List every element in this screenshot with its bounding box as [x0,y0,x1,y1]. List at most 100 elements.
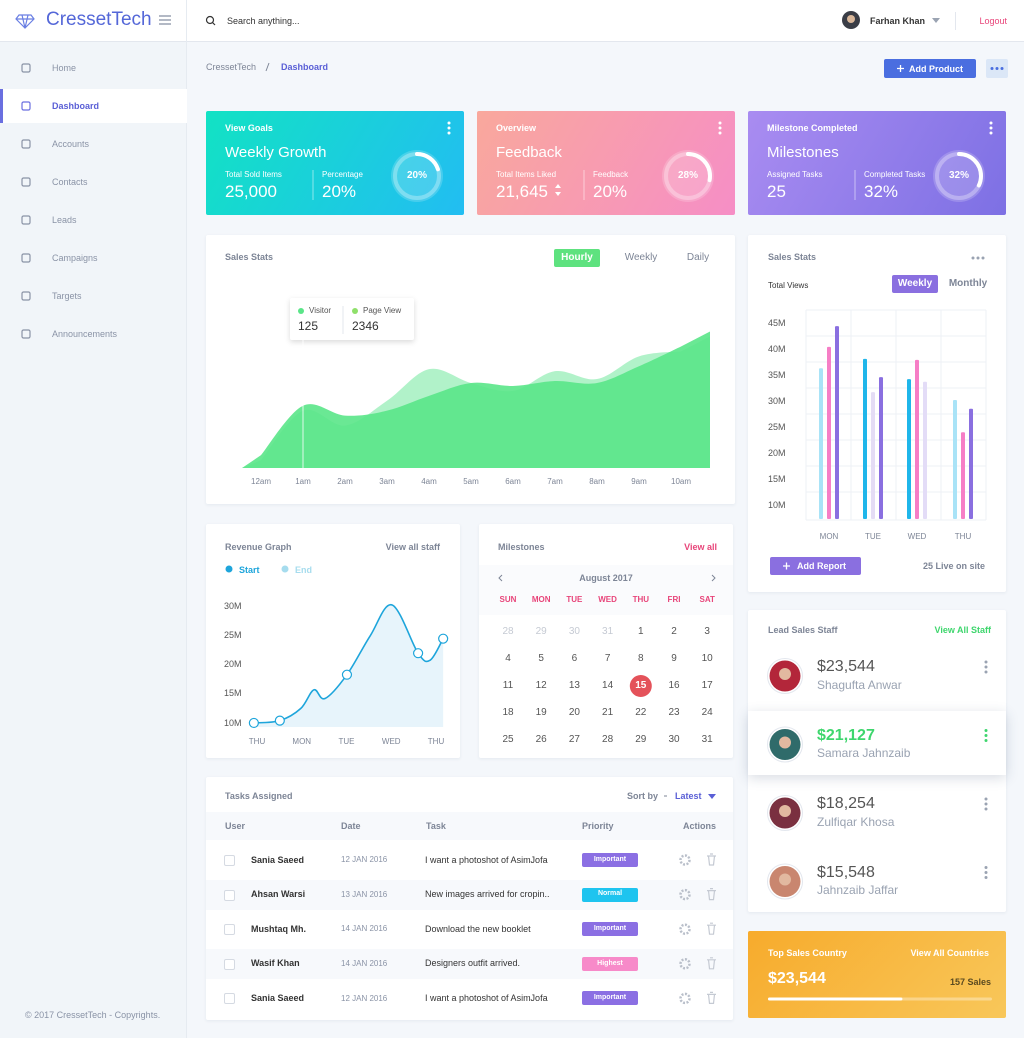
calendar-day[interactable]: 21 [602,707,614,718]
calendar-day[interactable]: 22 [635,707,647,718]
stat-label: Completed Tasks [864,170,926,180]
add-product-button[interactable] [884,59,976,78]
table-row-bg [206,948,733,979]
brand-name: CressetTech [46,8,152,30]
calendar-day[interactable]: 31 [701,734,713,745]
calendar-day[interactable]: 28 [602,734,614,745]
calendar-day[interactable]: 1 [638,626,644,637]
legend-label[interactable]: End [295,564,312,575]
breadcrumb-item[interactable]: CressetTech [206,61,257,72]
calendar-day[interactable]: 5 [538,653,544,664]
nav-item[interactable]: Campaigns [52,252,98,263]
calendar-day[interactable]: 9 [671,653,677,664]
logout-link[interactable]: Logout [979,15,1007,26]
calendar-day[interactable]: 26 [535,734,547,745]
panel-link[interactable]: View All Staff [934,624,991,635]
staff-name[interactable]: Zulfiqar Khosa [817,814,895,829]
calendar-day[interactable]: 25 [502,734,514,745]
priority-badge [582,887,638,902]
panel-link[interactable]: View all [684,541,717,552]
task-date: 12 JAN 2016 [341,993,388,1003]
row-checkbox[interactable] [224,958,235,970]
staff-name[interactable]: Jahnzaib Jaffar [817,883,899,898]
search-input[interactable]: Search anything... [227,15,300,26]
calendar-day[interactable]: 2 [671,626,677,637]
calendar-day[interactable]: 27 [568,734,580,745]
nav-item[interactable]: Home [52,62,77,73]
calendar-day[interactable]: 28 [502,626,514,637]
staff-name[interactable]: Shagufta Anwar [817,677,902,692]
row-checkbox[interactable] [224,889,235,901]
nav-item[interactable]: Announcements [52,328,118,339]
calendar-day[interactable]: 30 [568,626,580,637]
sidebar [0,42,187,1038]
card-label: Overview [496,122,537,133]
panel-link[interactable]: View All Countries [910,947,989,958]
column-header: Priority [582,820,614,831]
nav-item[interactable]: Leads [52,214,77,225]
calendar-day[interactable]: 18 [502,707,514,718]
calendar-day[interactable]: 15 [635,680,647,691]
y-tick-label: 35M [768,369,786,380]
calendar-day[interactable]: 6 [571,653,578,664]
button-label[interactable]: Add Report [797,560,846,571]
tab[interactable]: Hourly [561,252,593,263]
priority-badge [582,956,638,971]
row-checkbox[interactable] [224,924,235,936]
calendar-day[interactable]: 24 [701,707,713,718]
task-text: I want a photoshot of AsimJofa [425,854,548,865]
x-tick-label: THU [248,737,266,747]
calendar-day[interactable]: 19 [535,707,547,718]
calendar-day[interactable]: 13 [568,680,580,691]
legend-label[interactable]: Start [239,564,260,575]
row-checkbox[interactable] [224,993,235,1005]
calendar-day[interactable]: 31 [602,626,614,637]
calendar-day[interactable]: 10 [701,653,713,664]
tab[interactable]: Weekly [897,278,933,289]
tab-active[interactable] [892,275,938,293]
calendar-day[interactable]: 30 [668,734,680,745]
tab[interactable]: Weekly [624,252,658,263]
y-tick-label: 30M [768,395,786,406]
add-report-button[interactable] [770,557,861,575]
task-text: New images arrived for cropin.. [425,889,550,900]
user-name[interactable]: Farhan Khan [870,15,926,26]
tooltip-name: Visitor [309,306,332,316]
calendar-day[interactable]: 11 [502,680,514,691]
calendar-day[interactable]: 12 [535,680,547,691]
staff-name[interactable]: Samara Jahnzaib [817,746,911,761]
calendar-day[interactable]: 20 [568,707,580,718]
nav-item[interactable]: Accounts [52,138,90,149]
nav-item[interactable]: Contacts [52,176,88,187]
calendar-day[interactable]: 16 [668,680,680,691]
row-checkbox[interactable] [224,855,235,866]
calendar-day[interactable]: 4 [505,653,511,664]
calendar-day[interactable]: 23 [668,707,680,718]
tab[interactable]: Monthly [948,278,988,289]
stat-value: 32% [864,181,899,201]
more-button[interactable] [986,59,1008,78]
panel-link[interactable]: View all staff [385,541,440,552]
stat-value: 20% [322,181,357,201]
calendar-day[interactable]: 17 [701,680,713,691]
tab-active[interactable] [554,249,600,267]
nav-item[interactable]: Targets [52,290,82,301]
calendar-day[interactable]: 29 [535,626,547,637]
add-product-label[interactable]: Add Product [909,63,963,74]
calendar-day[interactable]: 8 [638,653,644,664]
sort-value[interactable]: Latest [675,790,702,801]
calendar-day[interactable]: 7 [604,653,611,664]
calendar-day[interactable]: 29 [635,734,647,745]
calendar-day[interactable]: 3 [704,626,710,637]
task-date: 12 JAN 2016 [341,855,388,865]
column-header: User [225,820,246,831]
y-tick-label: 10M [768,499,786,510]
stat-label: Total Sold Items [225,170,282,180]
x-tick-label: 1am [295,477,311,487]
y-tick-label: 40M [768,343,786,354]
tab[interactable]: Daily [686,252,710,263]
x-tick-label: THU [954,532,972,542]
nav-item[interactable]: Dashboard [52,100,100,111]
calendar-day[interactable]: 14 [602,680,614,691]
